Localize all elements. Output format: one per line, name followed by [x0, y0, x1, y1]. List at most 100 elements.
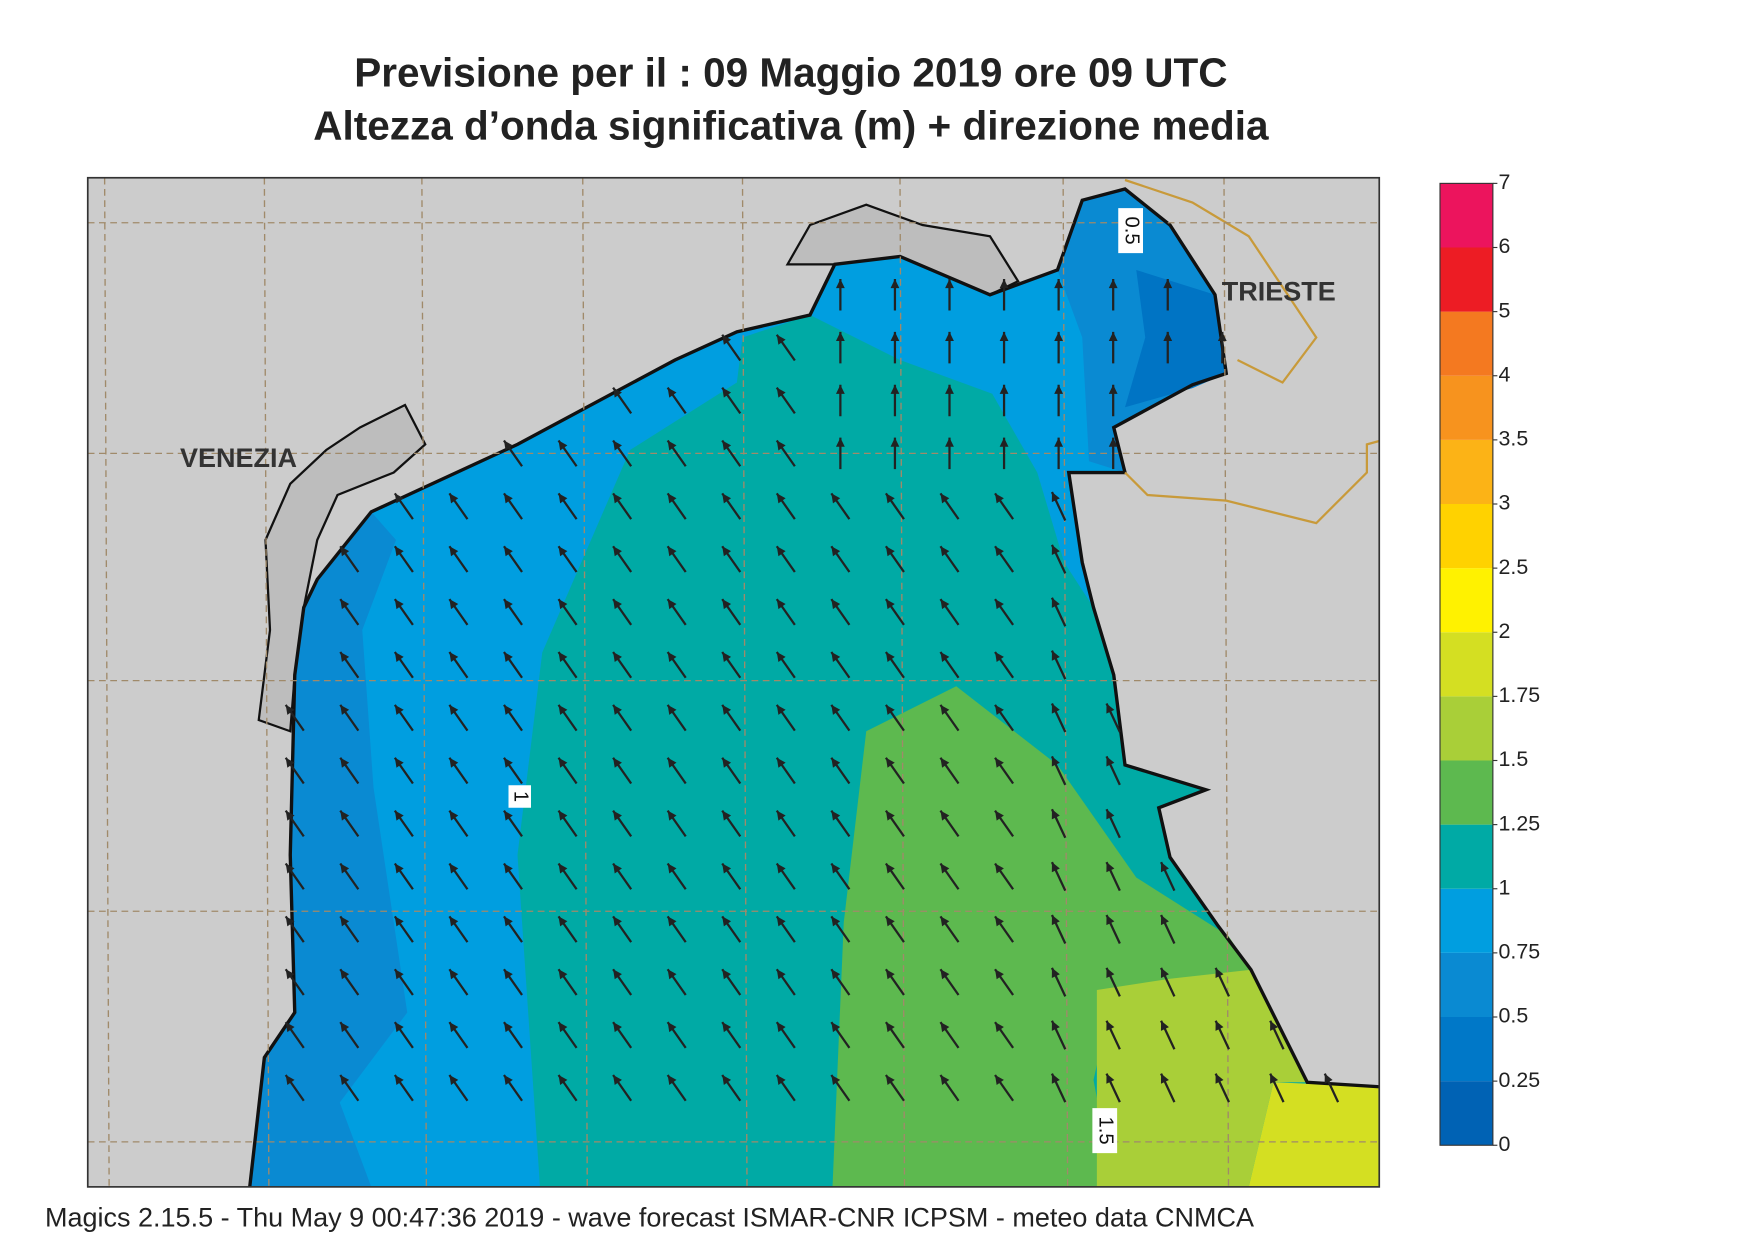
- label-box: [508, 785, 531, 808]
- arrow-head: [776, 704, 786, 715]
- arrow-head: [449, 757, 459, 768]
- arrow-head: [667, 704, 677, 715]
- arrow-head: [558, 1022, 568, 1033]
- arrow-head: [340, 1074, 350, 1085]
- arrow-head: [831, 757, 841, 768]
- arrow-head: [1215, 967, 1224, 978]
- arrow-head: [558, 651, 568, 662]
- label-box: [1092, 1108, 1118, 1154]
- arrow-head: [835, 279, 845, 289]
- arrow-head: [1215, 1073, 1224, 1084]
- arrow-head: [394, 863, 404, 874]
- arrow-head: [831, 599, 841, 610]
- arrow-head: [722, 493, 732, 504]
- arrow-head: [1160, 1073, 1169, 1084]
- contour-text: 0.5: [1120, 217, 1142, 245]
- arrow-head: [940, 1074, 950, 1085]
- title-line: Previsione per il : 09 Maggio 2019 ore 0…: [354, 50, 1227, 96]
- arrow-head: [885, 863, 895, 874]
- arrow-head: [558, 810, 568, 821]
- legend-swatch: [1440, 1081, 1493, 1146]
- arrow-head: [940, 863, 950, 874]
- arrow-head: [1054, 331, 1064, 341]
- arrow-head: [340, 546, 350, 557]
- arrow-head: [667, 493, 677, 504]
- arrow-head: [613, 440, 622, 451]
- legend-swatch: [1440, 824, 1493, 889]
- map: [87, 177, 1380, 1187]
- arrow-head: [1160, 914, 1169, 926]
- arrow-head: [776, 651, 786, 662]
- arrow-head: [995, 651, 1004, 662]
- color-legend: 0 0.25 0.5 0.75 1 1.25 1.5 1.75 2 2.5 3 3.5 4 5 6 7: [1439, 170, 1540, 1156]
- arrow-head: [995, 810, 1004, 821]
- arrow-head: [1051, 809, 1060, 820]
- arrow-head: [667, 916, 677, 927]
- arrow-head: [394, 651, 404, 662]
- arrow-head: [558, 440, 568, 451]
- arrow-head: [885, 1074, 895, 1085]
- arrow-head: [885, 1022, 895, 1033]
- arrow-head: [835, 331, 845, 341]
- arrow-head: [613, 599, 622, 610]
- arrow-head: [995, 1074, 1004, 1085]
- arrow-head: [885, 969, 895, 980]
- arrow-head: [1051, 756, 1060, 767]
- legend-label: 0: [1499, 1132, 1511, 1156]
- arrow-head: [940, 916, 950, 927]
- arrow-head: [722, 916, 732, 927]
- arrow-head: [1051, 967, 1060, 978]
- contour-label: 1: [508, 785, 531, 808]
- arrow-head: [613, 387, 622, 398]
- legend-swatch: [1440, 888, 1493, 953]
- legend-label: 2: [1499, 619, 1511, 643]
- arrow-head: [945, 331, 954, 341]
- arrow-head: [667, 546, 677, 557]
- arrow-head: [394, 969, 404, 980]
- arrow-head: [999, 437, 1009, 447]
- zone: [1096, 969, 1308, 1187]
- arrow-head: [722, 334, 732, 345]
- arrow-head: [340, 651, 350, 662]
- arrow-head: [558, 969, 568, 980]
- legend-swatch: [1440, 632, 1493, 697]
- wave-height-zones: [249, 189, 1380, 1187]
- legend-swatch: [1440, 439, 1493, 504]
- arrow-head: [776, 863, 786, 874]
- arrow-head: [1217, 331, 1227, 341]
- arrow-head: [885, 916, 895, 927]
- arrow-head: [1054, 384, 1064, 394]
- arrow-head: [1106, 756, 1115, 767]
- arrow-head: [503, 969, 513, 980]
- title-line: Altezza d’onda significativa (m) + direz…: [313, 103, 1269, 149]
- arrow-head: [1106, 862, 1115, 873]
- arrow-head: [831, 493, 841, 504]
- legend-label: 2.5: [1499, 555, 1529, 579]
- arrow-head: [558, 1074, 568, 1085]
- arrow-head: [1106, 1020, 1115, 1031]
- legend-swatch: [1440, 760, 1493, 825]
- arrow-head: [613, 651, 622, 662]
- arrow-head: [722, 969, 732, 980]
- arrow-head: [776, 599, 786, 610]
- legend-swatch: [1440, 504, 1493, 569]
- arrow-head: [613, 493, 622, 504]
- arrow-head: [503, 546, 513, 557]
- arrow-head: [885, 810, 895, 821]
- arrow-head: [1106, 703, 1115, 714]
- arrow-head: [394, 1074, 404, 1085]
- arrow-head: [340, 599, 350, 610]
- arrow-head: [890, 279, 900, 289]
- arrow-head: [940, 704, 950, 715]
- arrow-head: [1160, 1020, 1169, 1031]
- arrow-head: [831, 863, 841, 874]
- arrow-head: [285, 810, 295, 821]
- arrow-head: [1108, 331, 1118, 341]
- arrow-head: [1270, 1020, 1279, 1031]
- arrow-head: [394, 704, 404, 715]
- map-frame: [86, 176, 1381, 1188]
- arrow-head: [449, 1022, 459, 1033]
- legend-swatch: [1440, 1017, 1493, 1082]
- arrow-head: [1051, 1020, 1060, 1031]
